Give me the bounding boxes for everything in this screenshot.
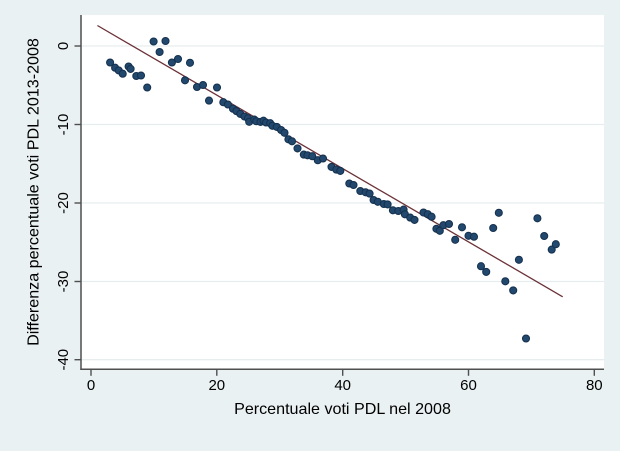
svg-text:Percentuale voti PDL nel 2008: Percentuale voti PDL nel 2008 bbox=[234, 400, 451, 418]
svg-text:40: 40 bbox=[334, 377, 351, 394]
svg-text:60: 60 bbox=[460, 377, 477, 394]
svg-text:0: 0 bbox=[55, 42, 72, 50]
svg-text:20: 20 bbox=[208, 377, 225, 394]
svg-text:-40: -40 bbox=[55, 349, 72, 371]
svg-text:80: 80 bbox=[586, 377, 603, 394]
svg-text:-30: -30 bbox=[55, 271, 72, 293]
svg-text:-10: -10 bbox=[55, 114, 72, 136]
svg-text:0: 0 bbox=[87, 377, 95, 394]
svg-text:Differenza percentuale voti PD: Differenza percentuale voti PDL 2013-200… bbox=[25, 38, 43, 346]
svg-text:-20: -20 bbox=[55, 192, 72, 214]
